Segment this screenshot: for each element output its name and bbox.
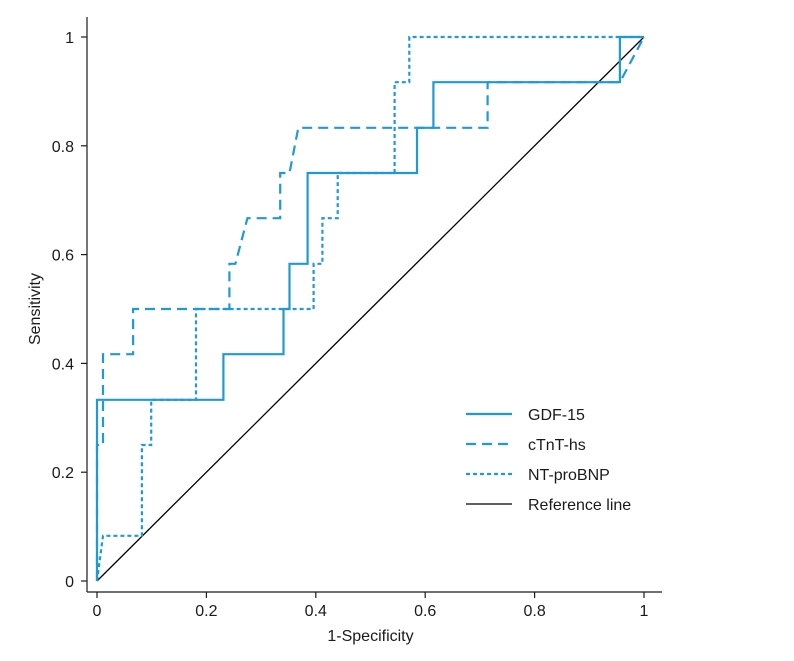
legend-label: GDF-15 [528, 407, 585, 424]
legend-label: Reference line [528, 497, 631, 514]
y-axis-title: Sensitivity [27, 273, 44, 345]
x-tick-label: 0 [93, 603, 102, 620]
y-tick-label: 1 [65, 30, 74, 47]
ticks: 0 0.2 0.4 0.6 0.8 1 0 0.2 0.4 0.6 0.8 1 [52, 30, 649, 620]
legend-label: cTnT-hs [528, 437, 586, 454]
y-tick-label: 0 [65, 574, 74, 591]
x-axis-title: 1-Specificity [327, 628, 413, 645]
y-tick-label: 0.4 [52, 356, 74, 373]
x-tick-label: 1 [640, 603, 649, 620]
series-line-ctnt-hs [95, 36, 645, 581]
x-tick-label: 0.8 [523, 603, 545, 620]
x-tick-label: 0.4 [305, 603, 327, 620]
series-line-gdf-15 [95, 35, 644, 581]
x-tick-label: 0.2 [195, 603, 217, 620]
y-tick-label: 0.8 [52, 139, 74, 156]
legend-label: NT-proBNP [528, 467, 610, 484]
series-line-nt-probnp [95, 35, 644, 582]
y-tick-label: 0.2 [52, 465, 74, 482]
axes [86, 17, 662, 593]
x-tick-label: 0.6 [414, 603, 436, 620]
y-tick-label: 0.6 [52, 248, 74, 265]
legend: GDF-15 cTnT-hs NT-proBNP Reference line [466, 407, 631, 514]
series-line-reference-line [96, 36, 645, 582]
plot-lines [95, 35, 645, 582]
